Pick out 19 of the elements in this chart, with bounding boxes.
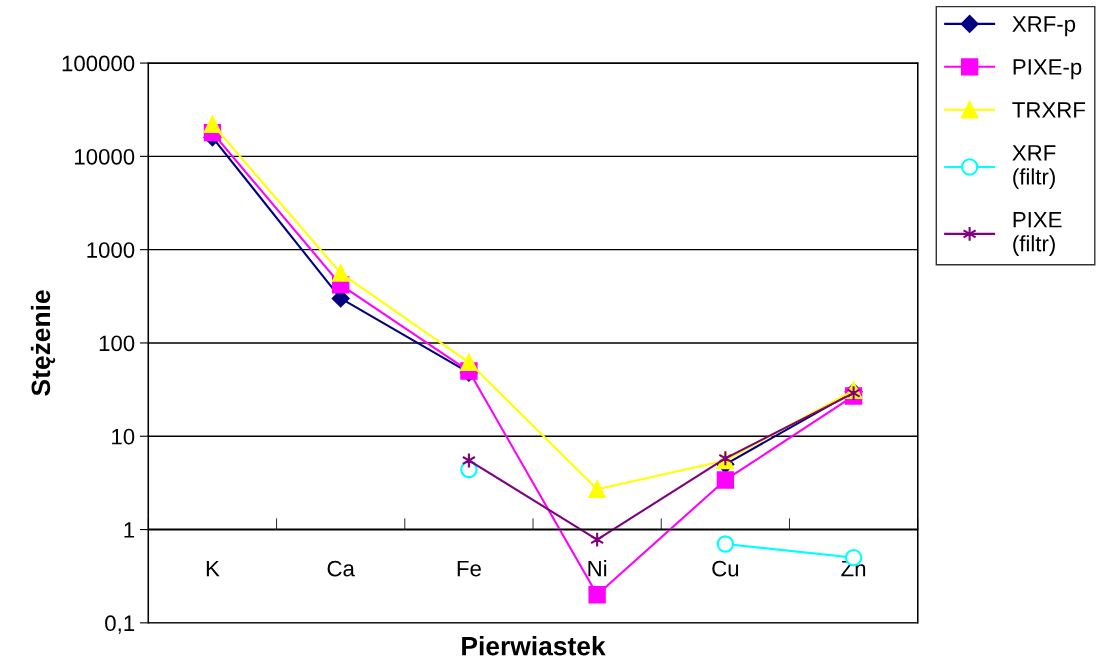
legend-label: PIXE (filtr) — [1013, 212, 1062, 256]
y-tick-label: 100 — [99, 335, 135, 352]
y-tick-label: 10 — [112, 428, 135, 445]
y-tick-label: 1000 — [87, 242, 135, 258]
legend-label: XRF-p — [1012, 16, 1076, 37]
y-tick-label: 0,1 — [105, 615, 135, 634]
legend-label: XRF (filtr) — [1012, 145, 1056, 190]
x-tick-label: Cu — [712, 560, 739, 577]
y-axis-title: Stężenie — [30, 290, 56, 396]
legend-label: PIXE-p — [1013, 59, 1082, 80]
x-tick-label: Ni — [588, 560, 607, 577]
y-tick-label: 1 — [124, 522, 135, 538]
x-tick-label: K — [206, 560, 220, 577]
y-tick-label: 100000 — [62, 55, 135, 72]
y-tick-label: 10000 — [75, 148, 135, 165]
x-axis-title: Pierwiastek — [462, 636, 606, 656]
x-tick-label: Ca — [327, 560, 355, 577]
legend-label: TRXRF — [1012, 102, 1086, 118]
x-tick-label: Fe — [457, 560, 481, 577]
